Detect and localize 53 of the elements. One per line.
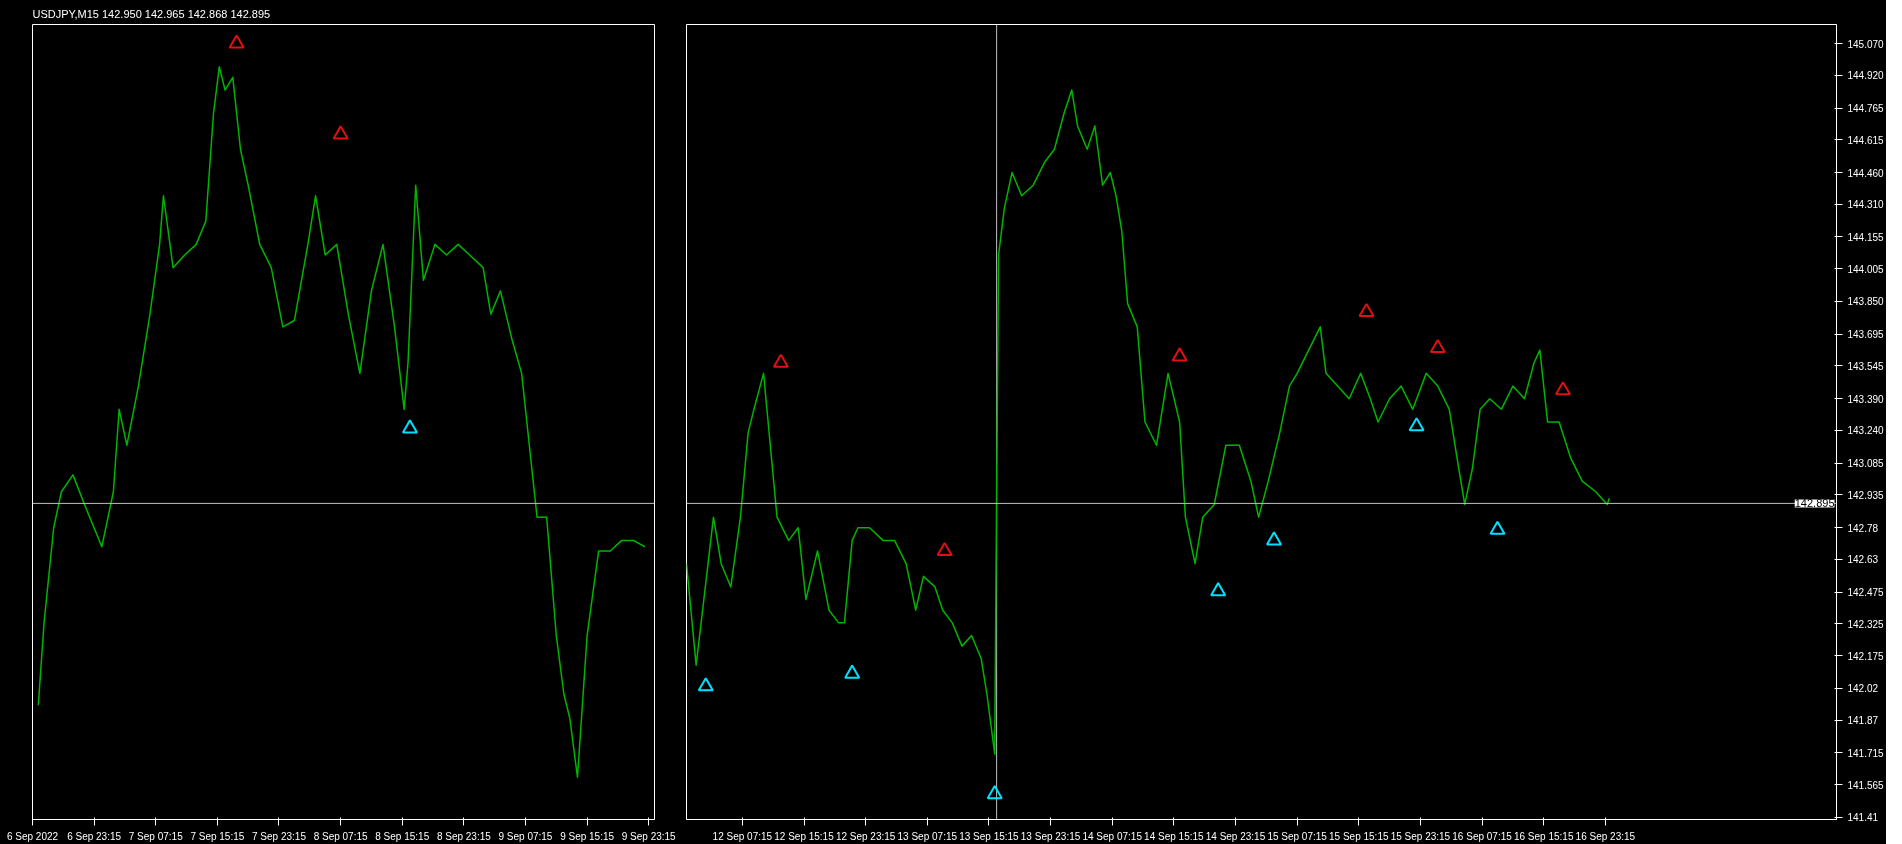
x-tick-label: 15 Sep 15:15 (1329, 830, 1389, 842)
y-tick-label: 141.41 (1847, 812, 1879, 824)
y-tick-label: 144.460 (1847, 167, 1885, 179)
y-tick-label: 142.935 (1847, 489, 1885, 501)
y-tick-label: 143.240 (1847, 425, 1885, 437)
x-tick-label: 16 Sep 23:15 (1575, 830, 1636, 842)
y-tick-label: 144.615 (1847, 134, 1885, 146)
x-tick-label: 6 Sep 2022 (6, 830, 59, 842)
y-tick-label: 144.005 (1847, 263, 1885, 275)
ref-line-label: 142.895 (1794, 497, 1835, 510)
y-tick-label: 143.390 (1847, 393, 1885, 405)
y-tick-label: 142.325 (1847, 618, 1885, 630)
y-tick-label: 143.085 (1847, 458, 1885, 470)
y-tick-label: 141.715 (1847, 747, 1885, 759)
x-tick-label: 15 Sep 07:15 (1267, 830, 1328, 842)
x-tick-label: 12 Sep 23:15 (835, 830, 896, 842)
y-tick-label: 142.175 (1847, 650, 1885, 662)
x-tick-label: 14 Sep 15:15 (1144, 830, 1205, 842)
x-tick-label: 9 Sep 07:15 (498, 830, 553, 842)
y-tick-label: 143.545 (1847, 360, 1885, 372)
x-tick-label: 7 Sep 23:15 (252, 830, 307, 842)
x-tick-label: 13 Sep 15:15 (959, 830, 1020, 842)
y-tick-label: 142.78 (1847, 522, 1879, 534)
x-tick-label: 7 Sep 15:15 (190, 830, 245, 842)
x-tick-label: 13 Sep 23:15 (1020, 830, 1081, 842)
y-tick-label: 142.63 (1847, 554, 1879, 566)
y-tick-label: 143.850 (1847, 296, 1885, 308)
x-tick-label: 16 Sep 07:15 (1452, 830, 1513, 842)
x-tick-label: 12 Sep 07:15 (712, 830, 773, 842)
y-tick-label: 143.695 (1847, 329, 1885, 341)
x-tick-label: 7 Sep 07:15 (128, 830, 184, 842)
x-tick-label: 8 Sep 23:15 (436, 830, 492, 842)
x-tick-label: 8 Sep 07:15 (313, 830, 369, 842)
x-tick-label: 14 Sep 23:15 (1205, 830, 1266, 842)
y-tick-label: 145.070 (1847, 38, 1885, 50)
x-tick-label: 15 Sep 23:15 (1390, 830, 1451, 842)
x-tick-label: 16 Sep 15:15 (1513, 830, 1574, 842)
chart-title: USDJPY,M15 142.950 142.965 142.868 142.895 (32, 7, 271, 20)
y-tick-label: 142.475 (1847, 587, 1885, 599)
y-tick-label: 144.920 (1847, 70, 1885, 82)
y-tick-label: 141.565 (1847, 779, 1885, 791)
y-tick-label: 142.02 (1847, 683, 1879, 695)
x-tick-label: 13 Sep 07:15 (897, 830, 958, 842)
x-tick-label: 8 Sep 15:15 (375, 830, 430, 842)
x-tick-label: 9 Sep 15:15 (560, 830, 615, 842)
y-tick-label: 144.765 (1847, 103, 1885, 115)
y-tick-label: 144.310 (1847, 199, 1885, 211)
x-tick-label: 9 Sep 23:15 (621, 830, 677, 842)
y-tick-label: 144.155 (1847, 231, 1885, 243)
x-tick-label: 12 Sep 15:15 (774, 830, 835, 842)
y-tick-label: 141.87 (1847, 715, 1879, 727)
x-tick-label: 14 Sep 07:15 (1082, 830, 1143, 842)
x-tick-label: 6 Sep 23:15 (67, 830, 122, 842)
